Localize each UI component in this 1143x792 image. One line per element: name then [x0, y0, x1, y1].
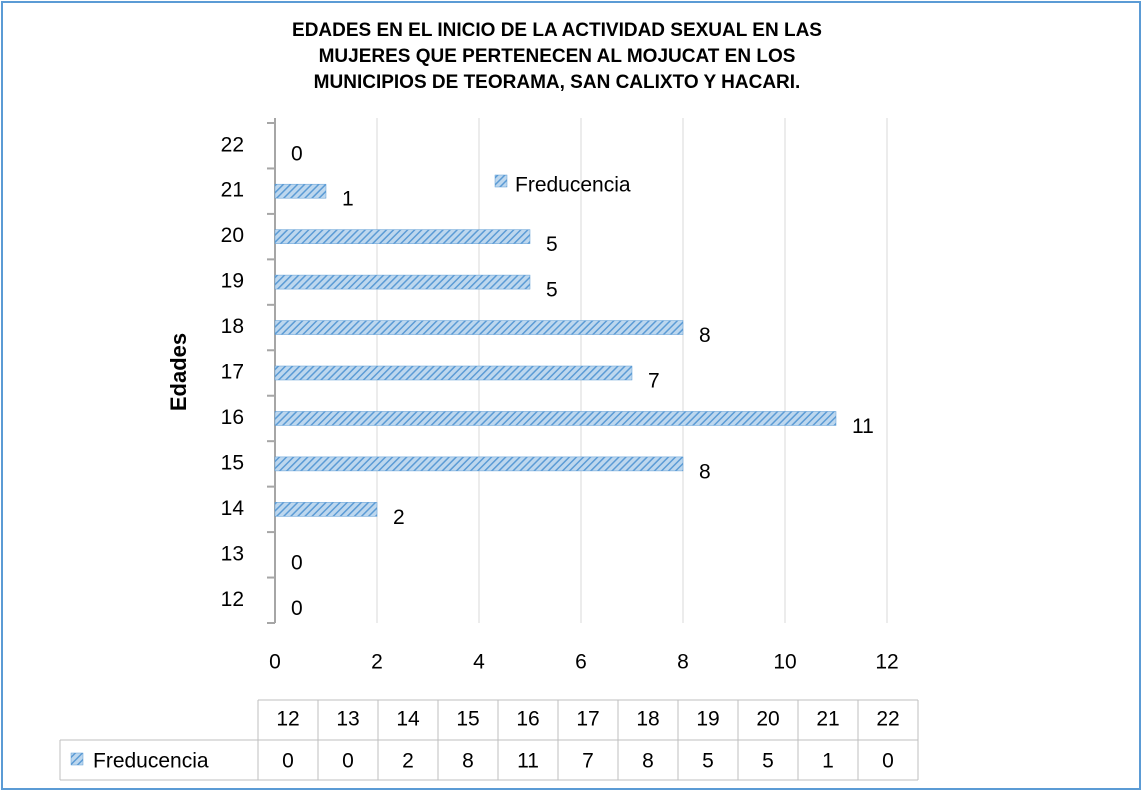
y-tick-label: 16 — [221, 406, 244, 429]
y-tick-label: 12 — [221, 588, 244, 611]
table-value: 0 — [882, 750, 894, 773]
bar — [274, 229, 531, 244]
table-header: 14 — [396, 708, 420, 731]
table-value: 1 — [822, 750, 834, 773]
bar — [274, 411, 837, 426]
data-label: 0 — [291, 597, 303, 620]
table-header: 17 — [576, 708, 599, 731]
x-tick-label: 10 — [773, 651, 796, 674]
data-label: 0 — [291, 142, 303, 165]
data-label: 8 — [699, 324, 711, 347]
table-header: 12 — [276, 708, 299, 731]
data-label: 0 — [291, 551, 303, 574]
bar — [274, 274, 531, 290]
table-value: 11 — [517, 750, 539, 773]
y-tick-label: 22 — [221, 133, 244, 156]
table-value: 2 — [402, 750, 414, 773]
x-tick-label: 0 — [269, 651, 281, 674]
table-value: 7 — [582, 750, 594, 773]
x-tick-label: 2 — [371, 651, 383, 674]
data-label: 5 — [546, 279, 558, 302]
data-label: 5 — [546, 233, 558, 256]
bar — [274, 456, 684, 472]
y-tick-label: 17 — [221, 361, 244, 384]
table-header: 15 — [456, 708, 479, 731]
y-tick-label: 13 — [221, 542, 244, 565]
bar — [274, 502, 378, 517]
table-value: 0 — [342, 750, 354, 773]
table-header: 21 — [816, 708, 839, 731]
table-value: 5 — [702, 750, 714, 773]
y-tick-label: 20 — [221, 224, 244, 247]
table-header: 22 — [876, 708, 899, 731]
y-tick-label: 21 — [221, 179, 244, 202]
data-label: 7 — [648, 370, 660, 393]
chart-title: EDADES EN EL INICIO DE LA ACTIVIDAD SEXU… — [292, 20, 822, 93]
table-row-label: Freducencia — [93, 750, 209, 773]
table-header: 16 — [516, 708, 539, 731]
x-tick-label: 6 — [575, 651, 587, 674]
y-tick-label: 19 — [221, 270, 244, 293]
x-tick-label: 4 — [473, 651, 485, 674]
x-tick-label: 12 — [875, 651, 898, 674]
y-tick-label: 14 — [221, 497, 245, 520]
table-value: 8 — [462, 750, 474, 773]
table-header: 13 — [336, 708, 359, 731]
data-label: 2 — [393, 506, 405, 529]
table-value: 0 — [282, 750, 294, 773]
data-label: 11 — [852, 415, 874, 438]
table-value: 8 — [642, 750, 654, 773]
legend-key — [494, 174, 508, 188]
y-axis-label: Edades — [166, 333, 191, 411]
data-label: 8 — [699, 460, 711, 483]
table-header: 19 — [696, 708, 719, 731]
bar — [274, 320, 684, 335]
table-header: 18 — [636, 708, 659, 731]
table-value: 5 — [762, 750, 774, 773]
table-header: 20 — [756, 708, 779, 731]
bar — [274, 365, 633, 381]
legend-label: Freducencia — [515, 174, 631, 197]
y-tick-label: 15 — [221, 451, 244, 474]
table-legend-key — [70, 752, 84, 766]
y-tick-label: 18 — [221, 315, 244, 338]
data-label: 1 — [342, 188, 354, 211]
x-tick-label: 8 — [677, 651, 689, 674]
bar — [274, 183, 327, 199]
